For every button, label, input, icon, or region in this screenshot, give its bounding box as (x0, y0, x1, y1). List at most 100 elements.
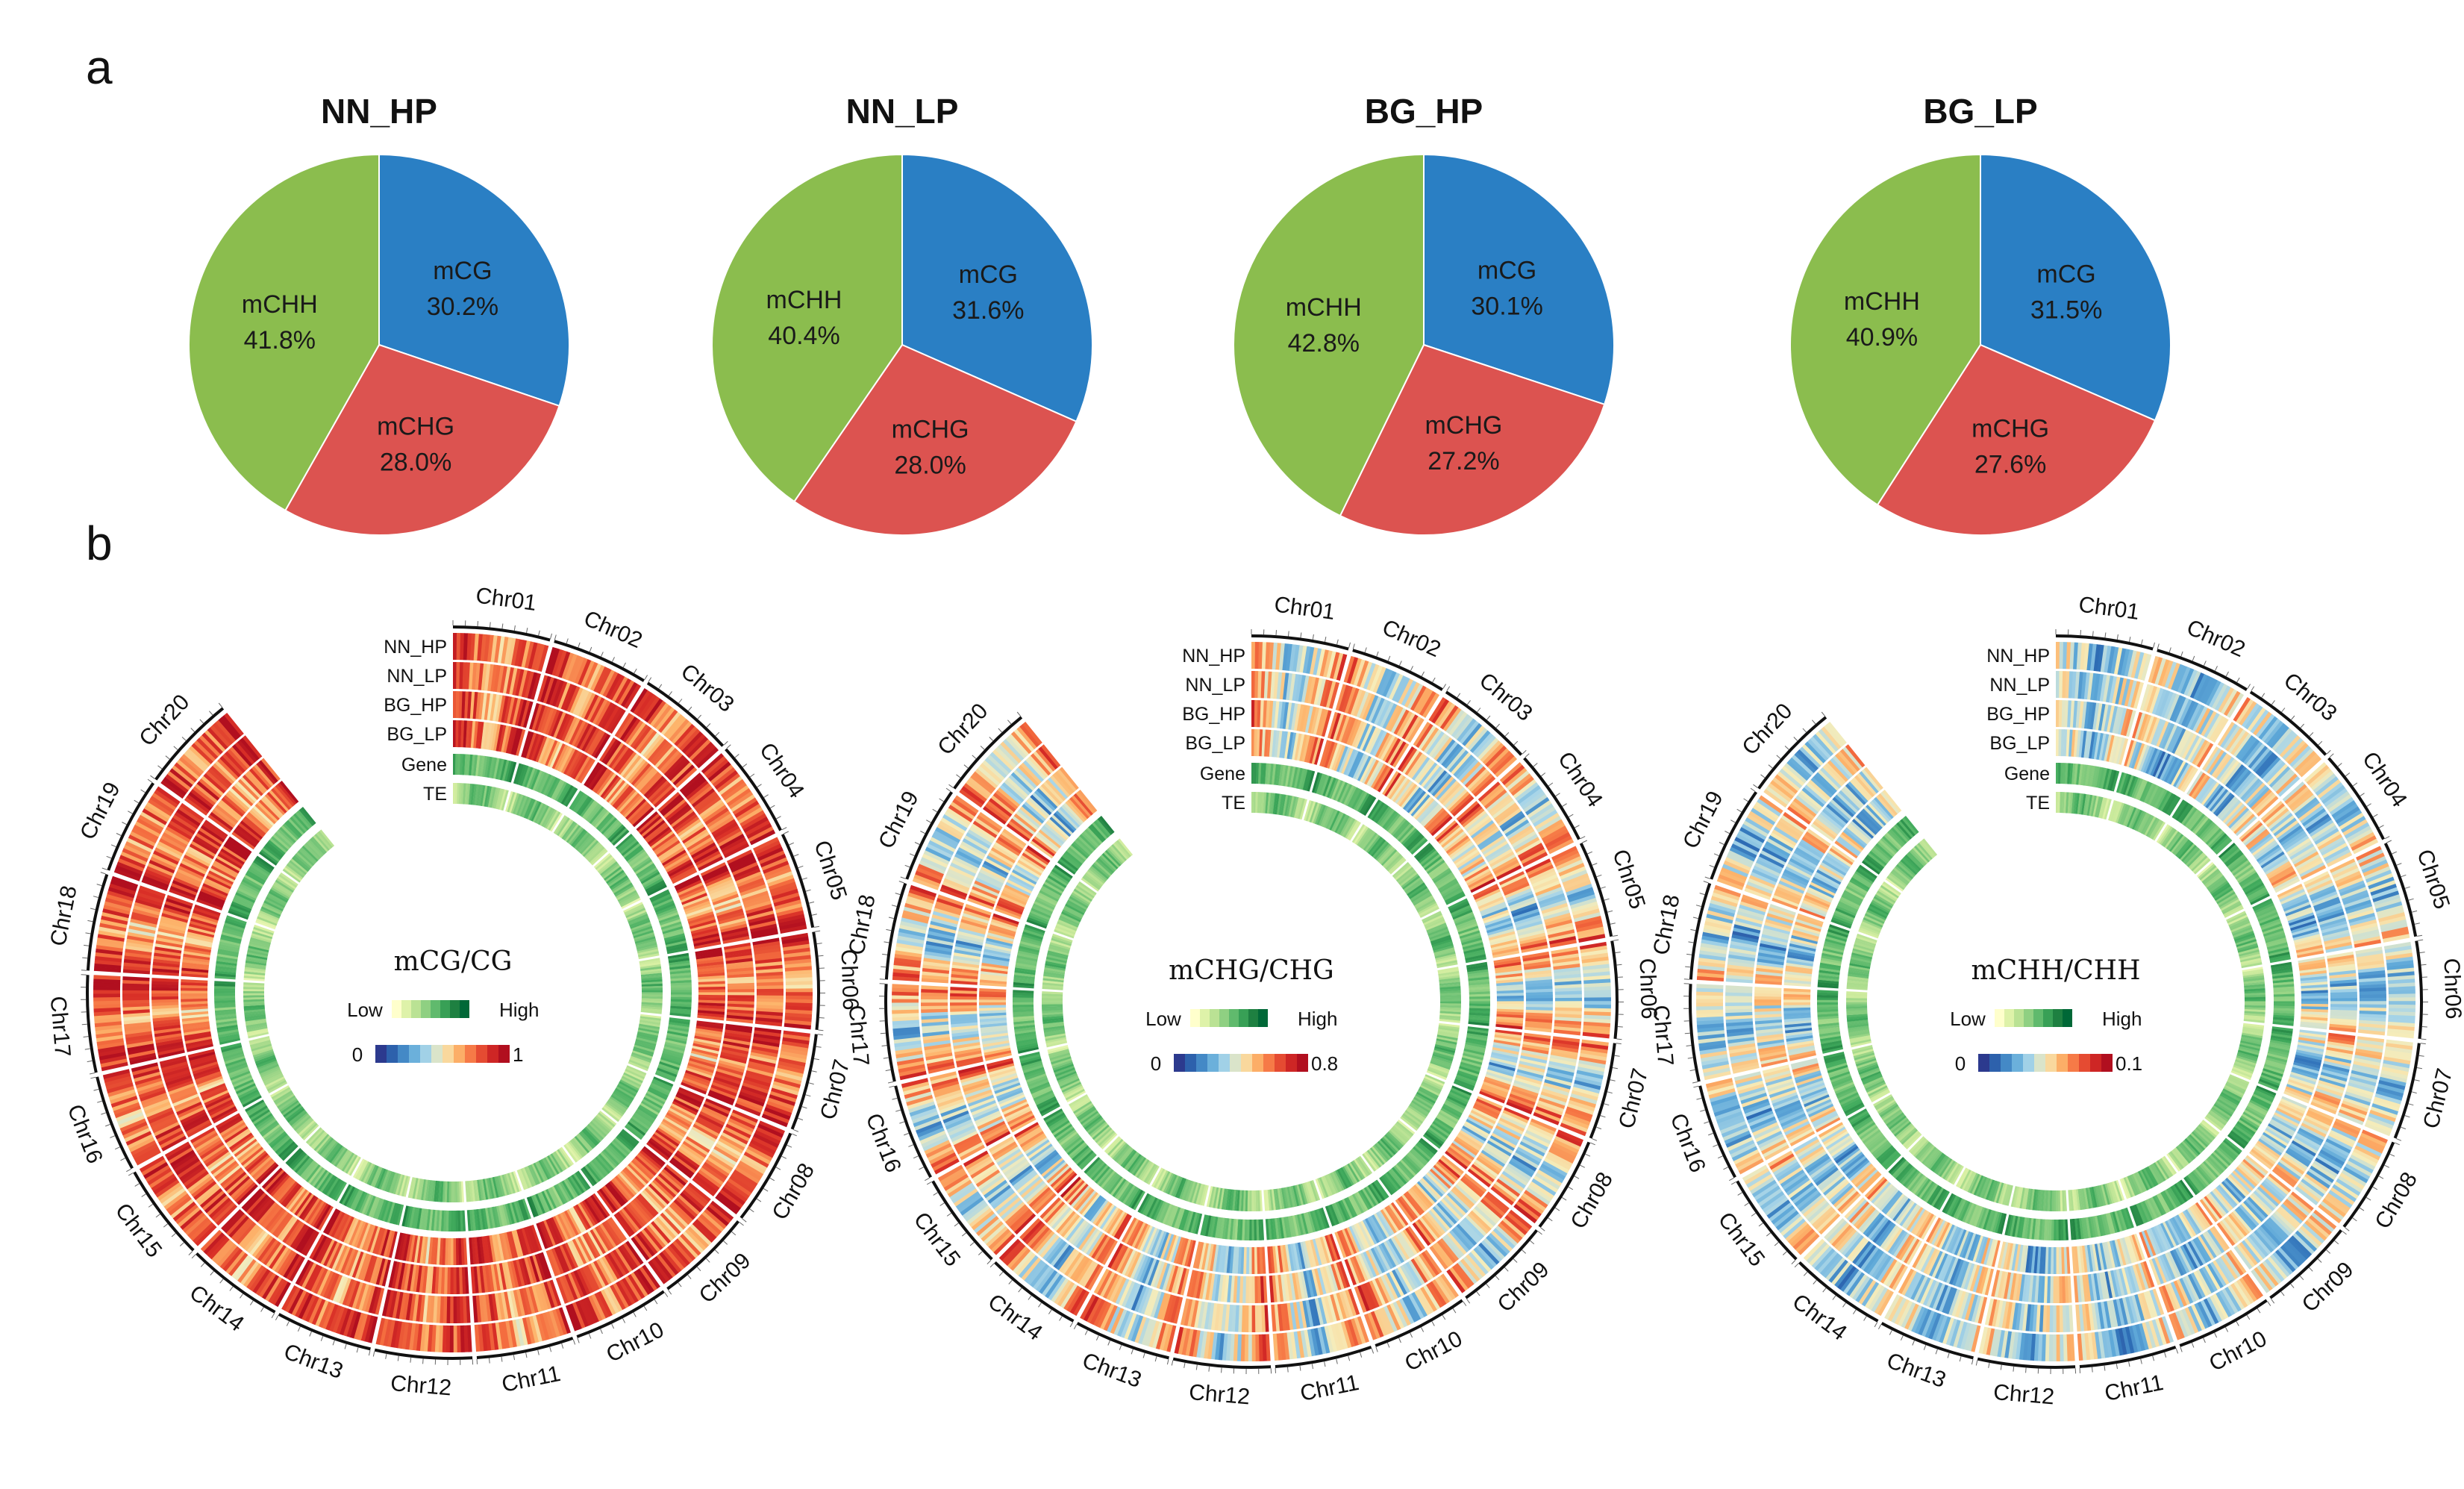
chromosome-label-chr08: Chr08 (767, 1159, 819, 1224)
heatmap-cell (201, 885, 228, 899)
chromosome-arc (576, 1290, 665, 1338)
heatmap-cell (654, 1072, 676, 1082)
chromosome-tick (723, 740, 728, 746)
heatmap-cell (471, 1237, 477, 1264)
chromosome-tick (134, 1183, 140, 1187)
heatmap-cell (93, 990, 121, 994)
heatmap-cell (654, 902, 675, 914)
heatmap-cell (210, 1155, 234, 1175)
heatmap-cell (778, 917, 806, 927)
heatmap-cell (516, 729, 526, 756)
heatmap-cell (466, 1296, 471, 1323)
heatmap-cell (487, 693, 494, 721)
heatmap-cell (612, 785, 632, 808)
heatmap-cell (174, 874, 201, 888)
heatmap-cell (440, 1296, 445, 1323)
heatmap-cell (711, 819, 737, 837)
heatmap-cell (565, 1304, 579, 1332)
chromosome-tick (1548, 782, 1554, 787)
heatmap-cell (692, 845, 718, 861)
heatmap-cell (542, 676, 555, 704)
chromosome-tick (801, 877, 807, 880)
heatmap-cell (773, 1078, 801, 1089)
heatmap-cell (151, 984, 179, 988)
heatmap-cell (612, 1282, 629, 1308)
heatmap-cell (669, 973, 692, 977)
heatmap-cell (484, 693, 491, 720)
heatmap-cell (260, 1203, 280, 1227)
chromosome-tick (537, 1349, 540, 1355)
heatmap-cell (400, 1233, 408, 1261)
heatmap-cell (600, 1289, 616, 1316)
heatmap-cell (602, 776, 622, 800)
heatmap-cell (752, 937, 780, 946)
heatmap-cell (161, 1187, 186, 1207)
chromosome-tick (1311, 1364, 1313, 1370)
heatmap-cell (1251, 700, 1255, 728)
heatmap-cell (151, 1118, 178, 1134)
heatmap-cell (1525, 995, 1553, 999)
heatmap-cell (660, 1212, 681, 1235)
heatmap-cell (667, 1110, 692, 1126)
heatmap-cell (681, 1079, 708, 1092)
heatmap-cell (614, 787, 634, 810)
heatmap-cell (715, 902, 742, 914)
chromosome-tick (648, 677, 652, 682)
heatmap-cell (254, 803, 277, 825)
chromosome-tick (1421, 671, 1425, 677)
heatmap-cell (312, 1235, 328, 1261)
heatmap-cell (696, 1216, 719, 1237)
heatmap-cell (659, 750, 681, 772)
heatmap-cell (604, 1184, 625, 1207)
heatmap-cell (446, 1296, 451, 1323)
heatmap-cell (504, 637, 513, 665)
heatmap-cell (569, 687, 584, 714)
heatmap-cell (587, 1231, 604, 1256)
chromosome-tick (1476, 1291, 1480, 1296)
heatmap-cell (772, 888, 799, 901)
heatmap-cell (729, 1175, 754, 1193)
chromosome-tick (385, 1353, 387, 1359)
track-label-nn-lp: NN_LP (387, 666, 447, 687)
heatmap-cell (151, 981, 179, 985)
heatmap-cell (172, 1093, 199, 1107)
chromosome-tick (654, 1299, 658, 1305)
legend-heat-swatch (476, 1045, 487, 1063)
heatmap-cell (664, 1208, 687, 1230)
heatmap-cell (251, 766, 272, 789)
chromosome-arc (554, 640, 645, 682)
heatmap-cell (134, 1146, 160, 1163)
heatmap-cell (749, 829, 776, 846)
heatmap-cell (214, 995, 236, 999)
heatmap-cell (278, 1181, 298, 1204)
heatmap-cell (298, 1261, 314, 1287)
heatmap-cell (614, 1137, 632, 1154)
heatmap-cell (564, 654, 578, 681)
heatmap-cell (464, 1267, 469, 1294)
heatmap-cell (193, 740, 216, 762)
heatmap-cell (184, 852, 210, 867)
heatmap-cell (160, 1058, 187, 1069)
heatmap-cell (686, 908, 713, 920)
heatmap-cell (150, 856, 177, 871)
heatmap-cell (637, 865, 657, 878)
heatmap-cell (686, 1184, 709, 1205)
chromosome-tick (1007, 719, 1012, 725)
heatmap-cell (728, 791, 754, 810)
chromosome-tick (550, 633, 552, 639)
heatmap-cell (531, 1224, 542, 1252)
heatmap-cell (223, 843, 248, 861)
heatmap-cell (188, 791, 212, 811)
heatmap-cell (93, 1003, 121, 1009)
heatmap-cell (531, 734, 542, 761)
heatmap-cell (217, 758, 240, 780)
chromosome-tick (90, 1076, 96, 1079)
track-bg-lp (180, 719, 726, 1266)
heatmap-cell (623, 796, 645, 818)
heatmap-cell (458, 691, 463, 719)
heatmap-cell (481, 722, 487, 749)
heatmap-cell (584, 1232, 601, 1258)
heatmap-cell (192, 1064, 219, 1075)
heatmap-cell (480, 755, 486, 777)
heatmap-cell (722, 1043, 750, 1052)
